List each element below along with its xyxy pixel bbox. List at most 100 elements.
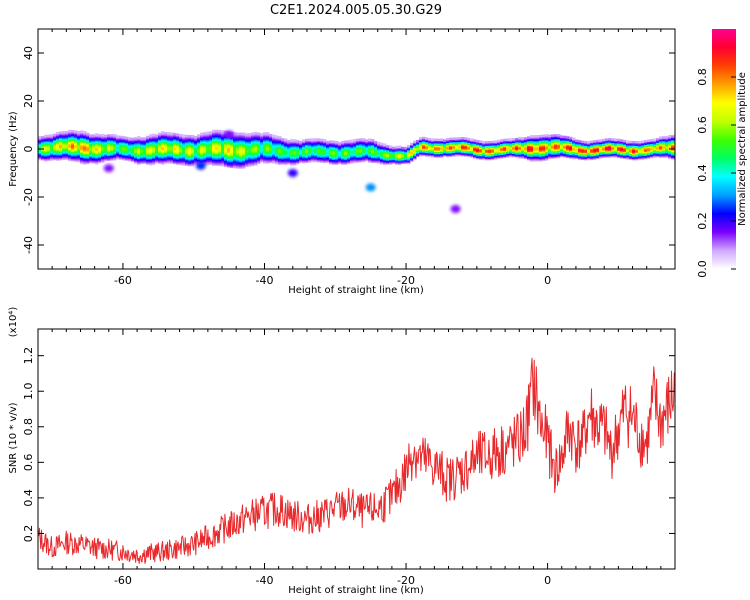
spectrogram-cell bbox=[242, 132, 246, 136]
colorbar-tick-label: 0.6 bbox=[696, 116, 709, 134]
spectrogram-cell bbox=[539, 134, 543, 138]
spectrogram-xtick-label: -40 bbox=[256, 274, 274, 287]
spectrogram-ticks: -60 -40 -20 0 -40 -20 0 20 40 bbox=[22, 29, 676, 287]
chart-title: C2E1.2024.005.05.30.G29 bbox=[270, 3, 442, 18]
spectrogram-cell bbox=[530, 135, 534, 138]
spectrogram-cell bbox=[434, 138, 438, 142]
spectrogram-cell bbox=[275, 135, 279, 138]
spectrogram-cell bbox=[152, 133, 156, 137]
spectrogram-cell bbox=[443, 139, 447, 142]
spectrogram-cell bbox=[644, 140, 648, 143]
spectrogram-cell bbox=[320, 138, 324, 142]
spectrogram-cell bbox=[416, 140, 420, 143]
spectrogram-cell bbox=[179, 133, 183, 137]
snr-xtick-label: -40 bbox=[256, 574, 274, 587]
spectrogram-ytick-label: 40 bbox=[22, 46, 35, 60]
spectrogram-blob bbox=[224, 130, 235, 139]
spectrogram-cell bbox=[98, 134, 102, 137]
spectrogram-cell bbox=[512, 138, 516, 141]
spectrogram-cell bbox=[86, 132, 90, 136]
spectrogram-cell bbox=[560, 135, 564, 138]
spectrogram-cell bbox=[308, 138, 312, 141]
spectrogram-cell bbox=[593, 140, 597, 143]
spectrogram-cell bbox=[128, 137, 132, 140]
snr-ytick-label: 0.4 bbox=[22, 489, 35, 507]
spectrogram-cell bbox=[239, 132, 243, 136]
snr-xlabel: Height of straight line (km) bbox=[288, 585, 424, 596]
spectrogram-cell bbox=[629, 140, 633, 144]
spectrogram-cell bbox=[497, 139, 501, 143]
snr-xtick-label: -60 bbox=[114, 574, 132, 587]
spectrogram-cell bbox=[182, 134, 186, 137]
spectrogram-cell bbox=[584, 141, 588, 144]
spectrogram-cell bbox=[464, 137, 468, 140]
spectrogram-cell bbox=[80, 130, 84, 133]
spectrogram-cell bbox=[56, 131, 60, 135]
spectrogram-cell bbox=[161, 131, 165, 134]
spectrogram-cell bbox=[407, 144, 411, 148]
spectrogram-cell bbox=[38, 136, 42, 139]
spectrogram-blob bbox=[287, 169, 298, 177]
spectrogram-xtick-label: 0 bbox=[544, 274, 551, 287]
spectrogram-cell bbox=[197, 134, 201, 137]
spectrogram-cell bbox=[74, 130, 78, 133]
spectrogram-cell bbox=[650, 138, 654, 142]
spectrogram-cell bbox=[287, 140, 291, 143]
spectrogram-cell bbox=[155, 134, 159, 137]
spectrogram-cell bbox=[194, 135, 198, 139]
colorbar-tick-label: 0.4 bbox=[696, 164, 709, 182]
spectrogram-cell bbox=[401, 146, 405, 150]
spectrogram-cell bbox=[218, 129, 222, 133]
spectrogram-cell bbox=[53, 133, 57, 137]
spectrogram-cell bbox=[143, 137, 147, 140]
spectrogram-cell bbox=[467, 137, 471, 141]
spectrogram-cell bbox=[125, 136, 129, 140]
spectrogram-cell bbox=[359, 138, 363, 141]
spectrogram-cell bbox=[338, 142, 342, 145]
spectrogram-cell bbox=[410, 142, 414, 146]
spectrogram-cell bbox=[260, 133, 264, 136]
spectrogram-cell bbox=[50, 134, 54, 137]
spectrogram-cell bbox=[566, 136, 570, 139]
spectrogram-cell bbox=[608, 138, 612, 141]
spectrogram-cell bbox=[395, 145, 399, 149]
spectrogram-cell bbox=[431, 138, 435, 141]
spectrogram-cell bbox=[362, 138, 366, 141]
spectrogram-cell bbox=[524, 137, 528, 140]
spectrogram-cell bbox=[293, 139, 297, 142]
spectrogram-cell bbox=[509, 138, 513, 141]
spectrogram-cell bbox=[350, 139, 354, 143]
spectrogram-cell bbox=[377, 141, 381, 145]
spectrogram-cell bbox=[95, 133, 99, 136]
spectrogram-cell bbox=[299, 141, 303, 144]
snr-panel: -60 -40 -20 0 0.2 0.4 0.6 0.8 1.0 1.2 Height of s… bbox=[8, 307, 676, 596]
colorbar-tick-label: 0.8 bbox=[696, 68, 709, 86]
spectrogram-cell bbox=[461, 137, 465, 140]
spectrogram-cell bbox=[167, 132, 171, 135]
spectrogram-cell bbox=[92, 134, 96, 137]
spectrogram-cell bbox=[47, 134, 51, 138]
spectrogram-cell bbox=[257, 132, 261, 136]
spectrogram-cell bbox=[134, 137, 138, 140]
spectrogram-cell bbox=[479, 140, 483, 144]
spectrogram-cell bbox=[119, 135, 123, 139]
snr-series-line bbox=[38, 357, 675, 564]
spectrogram-ytick-label: 20 bbox=[22, 94, 35, 108]
spectrogram-cell bbox=[482, 140, 486, 144]
spectrogram-cell bbox=[458, 136, 462, 140]
spectrogram-cell bbox=[281, 137, 285, 141]
spectrogram-panel: -60 -40 -20 0 -40 -20 0 20 40 Height of straight… bbox=[8, 28, 676, 296]
spectrogram-cell bbox=[104, 134, 108, 138]
spectrogram-blob bbox=[195, 161, 206, 170]
spectrogram-cell bbox=[173, 132, 177, 136]
spectrogram-cell bbox=[77, 130, 81, 134]
spectrogram-blob bbox=[365, 183, 376, 192]
spectrogram-cell bbox=[638, 140, 642, 144]
colorbar-ticks: 0.0 0.2 0.4 0.6 0.8 bbox=[696, 68, 736, 278]
spectrogram-cell bbox=[188, 135, 192, 138]
spectrogram-xtick-label: -20 bbox=[397, 274, 415, 287]
snr-ytick-label: 1.0 bbox=[22, 382, 35, 400]
spectrogram-ylabel: Frequency (Hz) bbox=[8, 111, 19, 187]
spectrogram-cell bbox=[503, 138, 507, 142]
